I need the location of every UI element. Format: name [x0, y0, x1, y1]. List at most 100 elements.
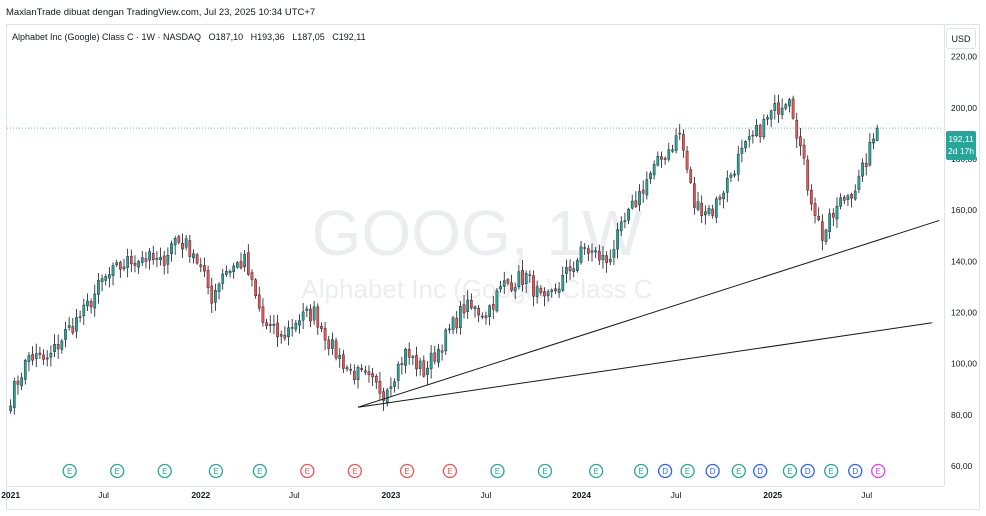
candle-down — [806, 159, 810, 191]
candle-up — [294, 323, 298, 330]
candle-down — [568, 266, 572, 272]
candle-down — [374, 376, 378, 383]
candle-down — [327, 339, 331, 349]
candle-down — [382, 391, 385, 401]
candle-down — [532, 275, 535, 297]
candle-up — [64, 329, 67, 340]
candle-up — [594, 250, 597, 253]
time-axis-border — [6, 486, 944, 487]
candle-down — [265, 322, 268, 326]
candle-down — [42, 354, 45, 360]
candle-up — [236, 262, 239, 268]
candle-down — [257, 294, 261, 309]
candle-up — [338, 355, 342, 359]
candle-down — [864, 162, 868, 168]
candle-down — [268, 324, 272, 326]
candle-down — [177, 236, 181, 243]
time-axis-label: 2023 — [381, 490, 400, 500]
candle-down — [246, 252, 250, 275]
candle-up — [148, 251, 151, 261]
candle-down — [254, 279, 257, 297]
candle-down — [484, 315, 488, 318]
candle-down — [543, 291, 546, 297]
candle-up — [502, 280, 506, 287]
candle-down — [144, 258, 148, 262]
candle-up — [404, 348, 407, 366]
candle-up — [736, 153, 740, 175]
candle-up — [674, 135, 678, 151]
candle-down — [539, 288, 543, 293]
candle-down — [810, 189, 813, 205]
candle-down — [206, 270, 210, 288]
candle-down — [506, 279, 510, 284]
candle-up — [108, 274, 111, 279]
candle-up — [623, 220, 627, 222]
candle-down — [777, 102, 780, 115]
candle-down — [554, 288, 557, 292]
candle-down — [587, 248, 590, 254]
earnings-marker-label: E — [115, 467, 120, 476]
candle-down — [795, 119, 799, 139]
candle-down — [250, 272, 254, 280]
candle-up — [287, 327, 290, 338]
candle-up — [93, 293, 97, 309]
legend-high-label: H — [250, 32, 258, 42]
candle-up — [839, 197, 842, 207]
candle-down — [663, 157, 667, 160]
candle-up — [762, 118, 766, 138]
candle-up — [272, 323, 276, 326]
candle-down — [71, 326, 75, 334]
earnings-marker — [633, 463, 649, 479]
candle-up — [704, 211, 707, 216]
candle-down — [188, 240, 192, 257]
candle-up — [122, 266, 126, 270]
candle-up — [788, 99, 791, 107]
candle-down — [283, 334, 287, 339]
candle-up — [846, 195, 850, 200]
price-axis-label: 120,00 — [951, 308, 977, 318]
candle-up — [524, 273, 528, 284]
candle-down — [799, 136, 802, 147]
candle-up — [170, 243, 173, 255]
dividend-marker-label: D — [710, 467, 716, 476]
candle-down — [689, 169, 693, 183]
candle-down — [371, 373, 374, 378]
candle-up — [290, 327, 294, 329]
candle-up — [429, 352, 433, 369]
candle-down — [682, 134, 685, 151]
candle-up — [769, 110, 773, 120]
time-axis-label: Jul — [671, 490, 682, 500]
dividend-marker — [848, 463, 863, 479]
candle-down — [831, 213, 835, 218]
candle-up — [861, 162, 864, 177]
candle-up — [488, 305, 491, 318]
candle-down — [353, 371, 356, 380]
candle-up — [356, 367, 360, 380]
candle-up — [426, 367, 429, 375]
currency-button[interactable]: USD — [946, 28, 976, 49]
earnings-marker — [537, 463, 553, 479]
price-axis-label: 60,00 — [951, 461, 973, 471]
attribution-text: MaxlanTrade dibuat dengan TradingView.co… — [6, 7, 316, 18]
price-axis-label: 100,00 — [951, 359, 977, 369]
candle-up — [9, 405, 12, 412]
price-axis-label: 160,00 — [951, 205, 977, 215]
candle-up — [725, 177, 729, 193]
candle-down — [470, 300, 473, 309]
candle-up — [217, 283, 221, 292]
candle-down — [521, 269, 524, 285]
candle-down — [842, 196, 846, 201]
legend-low-label: L — [292, 32, 298, 42]
candle-down — [751, 134, 755, 137]
candle-up — [97, 280, 100, 295]
candle-down — [411, 356, 415, 358]
candle-up — [744, 141, 747, 149]
candle-up — [451, 317, 455, 330]
candle-up — [667, 149, 671, 160]
candle-up — [20, 377, 23, 387]
candle-up — [448, 328, 451, 331]
candle-up — [393, 381, 396, 387]
candle-up — [740, 147, 744, 154]
earnings-marker-label: E — [352, 467, 357, 476]
